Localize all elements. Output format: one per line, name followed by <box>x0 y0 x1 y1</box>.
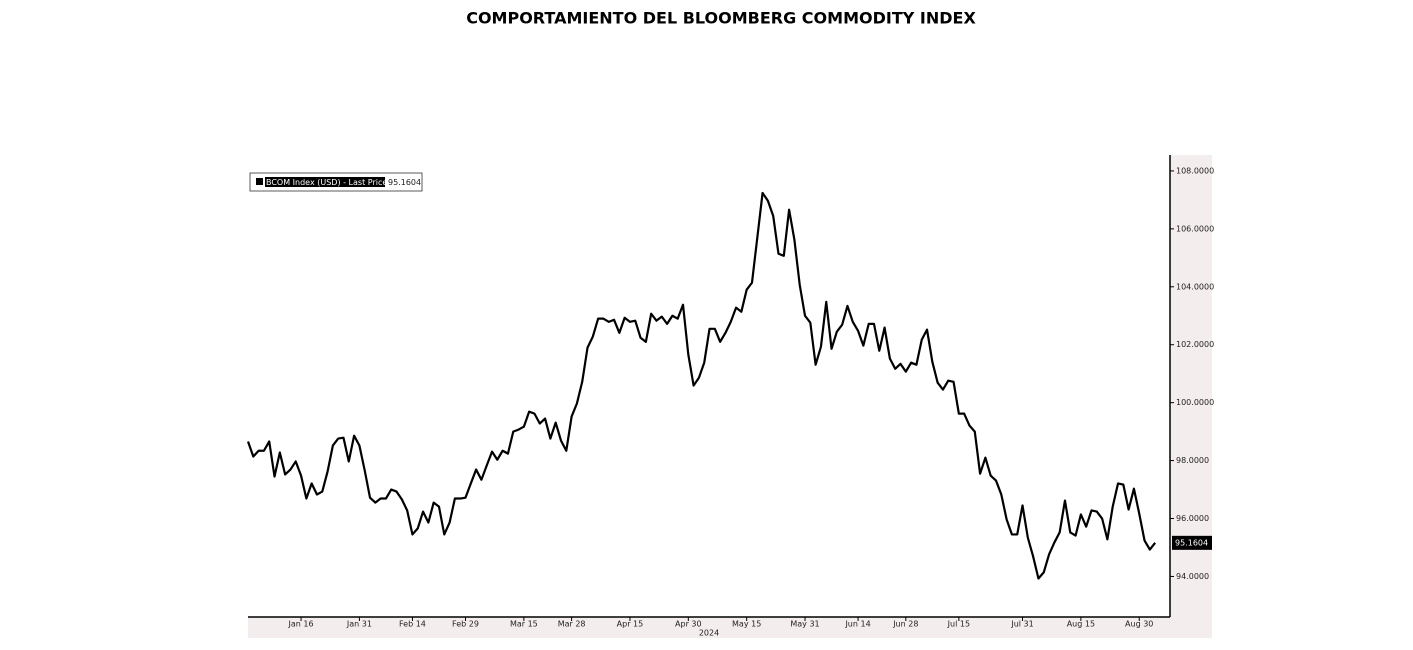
x-tick-label: Apr 15 <box>617 620 644 629</box>
legend-swatch <box>256 178 263 185</box>
x-tick-label: Jun 14 <box>844 620 870 629</box>
y-tick-label: 96.0000 <box>1176 514 1209 523</box>
x-tick-label: Jan 16 <box>288 620 314 629</box>
y-tick-label: 108.0000 <box>1176 166 1214 175</box>
last-price-label: 95.1604 <box>1175 538 1208 547</box>
x-tick-label: Mar 15 <box>510 620 538 629</box>
x-tick-label: Mar 28 <box>558 620 586 629</box>
x-tick-label: Apr 30 <box>675 620 702 629</box>
legend: BCOM Index (USD) - Last Price 95.1604 <box>249 172 423 192</box>
y-tick-label: 102.0000 <box>1176 340 1214 349</box>
y-tick-label: 98.0000 <box>1176 456 1209 465</box>
x-tick-label: Aug 15 <box>1067 620 1095 629</box>
x-tick-label: Jan 31 <box>346 620 372 629</box>
legend-value: 95.1604 <box>388 178 421 187</box>
x-tick-label: Feb 29 <box>452 620 479 629</box>
x-tick-label: Jul 31 <box>1010 620 1033 629</box>
x-tick-label: May 31 <box>790 620 819 629</box>
x-tick-label: Jul 15 <box>947 620 970 629</box>
y-tick-label: 106.0000 <box>1176 224 1214 233</box>
x-tick-label: Jun 28 <box>892 620 918 629</box>
x-tick-label: Aug 30 <box>1125 620 1153 629</box>
y-tick-label: 100.0000 <box>1176 398 1214 407</box>
chart-title: COMPORTAMIENTO DEL BLOOMBERG COMMODITY I… <box>466 9 976 28</box>
legend-highlight <box>265 177 385 187</box>
x-tick-label: Feb 14 <box>399 620 426 629</box>
y-tick-label: 94.0000 <box>1176 572 1209 581</box>
x-axis-band <box>248 617 1212 638</box>
last-price-box <box>1172 535 1212 550</box>
y-tick-label: 104.0000 <box>1176 282 1214 291</box>
x-axis-label: 2024 <box>699 629 719 638</box>
x-tick-label: May 15 <box>732 620 761 629</box>
legend-label: BCOM Index (USD) - Last Price <box>266 178 387 187</box>
line-series <box>246 191 1157 580</box>
